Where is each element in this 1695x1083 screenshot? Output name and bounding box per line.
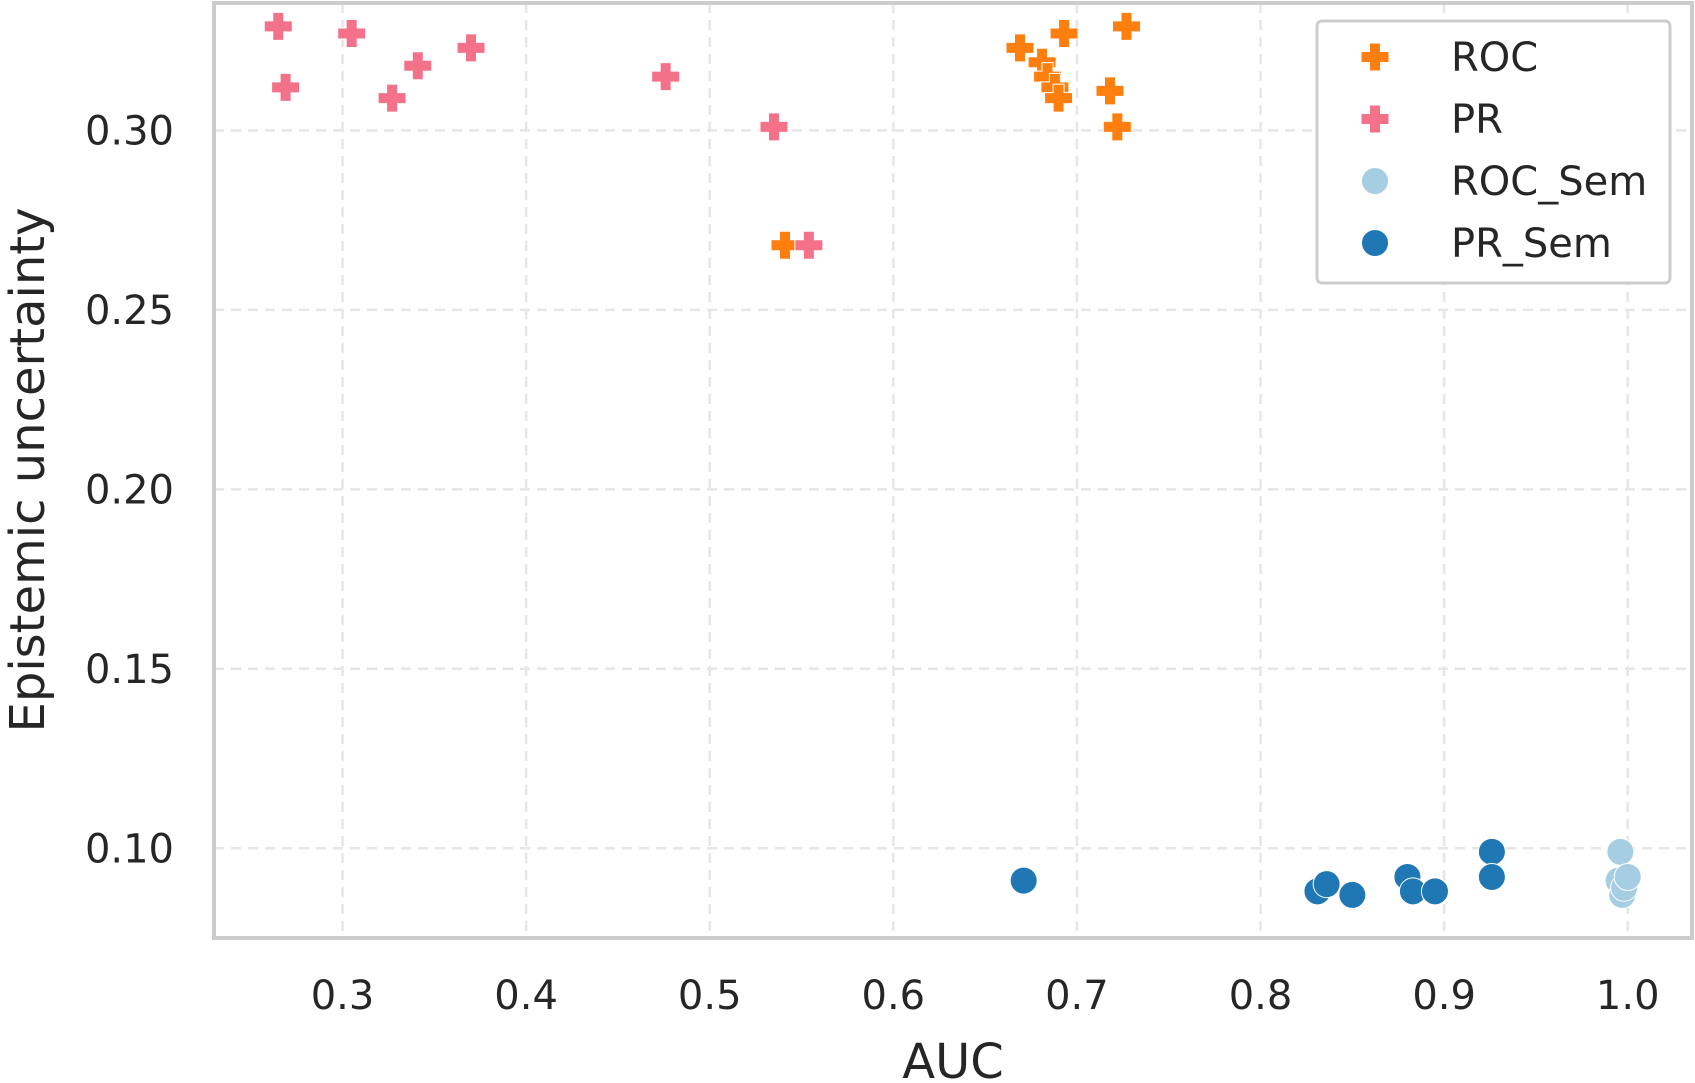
legend: ROC PR ROC_Sem PR_Sem <box>1315 19 1672 285</box>
data-point-pr <box>337 19 367 49</box>
data-point-pr <box>456 33 486 63</box>
data-point-roc <box>770 230 800 260</box>
data-point-pr-sem <box>1477 862 1506 891</box>
x-axis-ticks: 0.3 0.4 0.5 0.6 0.7 0.8 0.9 1.0 <box>311 973 1660 1019</box>
legend-box <box>1315 19 1672 285</box>
data-point-pr-sem <box>1312 870 1341 899</box>
x-tick-label: 1.0 <box>1596 973 1660 1019</box>
legend-marker-roc-sem <box>1361 167 1389 195</box>
x-tick-label: 0.3 <box>311 973 375 1019</box>
plot-area-frame <box>212 1 1694 940</box>
data-point-pr-sem <box>1477 837 1506 866</box>
series-pr-sem <box>1009 837 1506 909</box>
y-axis-ticks: 0.10 0.15 0.20 0.25 0.30 <box>85 108 174 872</box>
series-pr <box>263 11 824 260</box>
data-point-roc <box>1112 11 1141 41</box>
data-point-pr <box>403 51 433 81</box>
data-point-pr <box>263 11 293 41</box>
data-point-pr-sem <box>1420 877 1449 906</box>
series-roc <box>770 11 1141 260</box>
data-point-roc-sem <box>1613 862 1642 891</box>
data-point-pr <box>377 83 407 113</box>
data-point-roc <box>1005 33 1035 63</box>
legend-marker-pr-sem <box>1361 229 1389 257</box>
y-tick-label: 0.15 <box>85 647 174 693</box>
data-point-pr <box>271 72 301 102</box>
legend-label: ROC_Sem <box>1451 159 1647 205</box>
x-tick-label: 0.6 <box>862 973 926 1019</box>
y-tick-label: 0.30 <box>85 108 174 154</box>
x-axis-label: AUC <box>902 1034 1003 1083</box>
y-tick-label: 0.10 <box>85 826 174 872</box>
x-tick-label: 0.5 <box>678 973 742 1019</box>
y-axis-label: Epistemic uncertainty <box>0 208 56 733</box>
data-point-pr <box>651 62 681 92</box>
x-tick-label: 0.8 <box>1229 973 1293 1019</box>
data-point-pr-sem <box>1009 866 1038 895</box>
x-tick-label: 0.9 <box>1412 973 1476 1019</box>
data-point-roc <box>1044 83 1074 113</box>
data-point-pr <box>759 112 789 142</box>
data-point-pr <box>794 230 824 260</box>
data-points <box>263 11 1642 909</box>
legend-label: PR_Sem <box>1451 221 1612 267</box>
legend-label: ROC <box>1451 35 1538 81</box>
legend-marker-pr <box>1360 104 1390 134</box>
data-point-roc <box>1049 19 1079 49</box>
data-point-roc <box>1102 112 1132 142</box>
x-tick-label: 0.7 <box>1045 973 1109 1019</box>
data-point-roc <box>1095 76 1125 106</box>
y-tick-label: 0.25 <box>85 288 174 334</box>
data-point-roc-sem <box>1606 837 1635 866</box>
data-point-pr-sem <box>1338 880 1367 909</box>
y-tick-label: 0.20 <box>85 467 174 513</box>
legend-marker-roc <box>1360 42 1390 72</box>
x-tick-label: 0.4 <box>494 973 558 1019</box>
series-roc-sem <box>1604 837 1642 909</box>
legend-label: PR <box>1451 97 1503 143</box>
